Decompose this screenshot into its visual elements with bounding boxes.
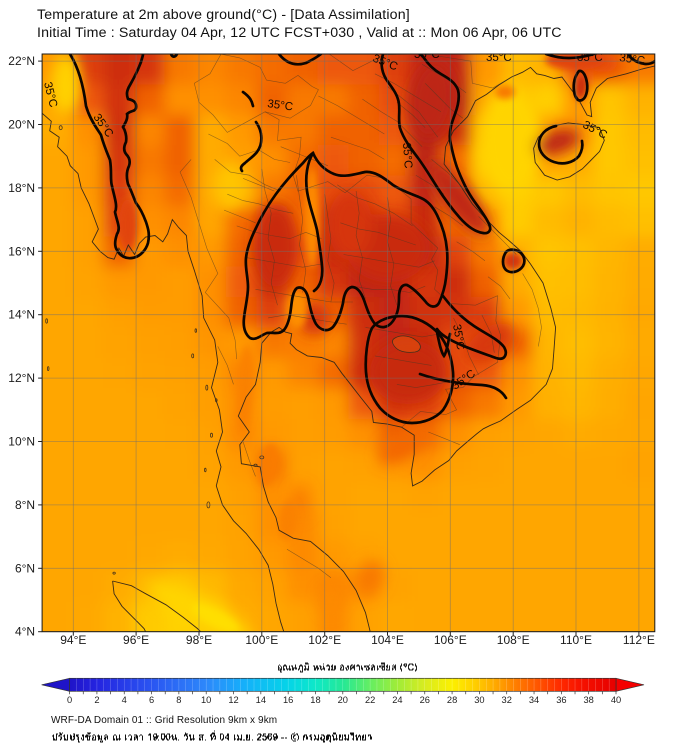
svg-text:4°N: 4°N <box>15 625 35 639</box>
svg-text:100°E: 100°E <box>245 633 278 647</box>
svg-text:16°N: 16°N <box>8 244 35 258</box>
svg-text:18: 18 <box>310 695 320 705</box>
svg-text:10°N: 10°N <box>8 435 35 449</box>
svg-text:35°C: 35°C <box>577 52 603 64</box>
svg-text:14°N: 14°N <box>8 308 35 322</box>
svg-text:6: 6 <box>149 695 154 705</box>
svg-text:98°E: 98°E <box>186 633 212 647</box>
svg-text:96°E: 96°E <box>123 633 149 647</box>
svg-text:8: 8 <box>176 695 181 705</box>
svg-text:40: 40 <box>611 695 621 705</box>
svg-text:104°E: 104°E <box>371 633 404 647</box>
svg-text:35°C: 35°C <box>486 52 512 64</box>
svg-text:35°C: 35°C <box>400 142 414 168</box>
svg-text:8°N: 8°N <box>15 498 35 512</box>
svg-text:24: 24 <box>392 695 402 705</box>
svg-text:34: 34 <box>529 695 539 705</box>
svg-text:35°C: 35°C <box>41 81 59 109</box>
svg-text:26: 26 <box>420 695 430 705</box>
svg-text:0: 0 <box>67 695 72 705</box>
svg-text:14: 14 <box>256 695 266 705</box>
svg-text:106°E: 106°E <box>434 633 467 647</box>
svg-text:12°N: 12°N <box>8 371 35 385</box>
svg-text:22: 22 <box>365 695 375 705</box>
svg-text:35°C: 35°C <box>414 49 440 61</box>
svg-text:2: 2 <box>94 695 99 705</box>
svg-text:4: 4 <box>122 695 127 705</box>
svg-text:36: 36 <box>556 695 566 705</box>
svg-text:18°N: 18°N <box>8 181 35 195</box>
svg-text:32: 32 <box>502 695 512 705</box>
svg-text:94°E: 94°E <box>60 633 86 647</box>
svg-text:110°E: 110°E <box>560 633 592 647</box>
svg-text:35°C: 35°C <box>450 323 466 350</box>
svg-text:108°E: 108°E <box>497 633 530 647</box>
svg-text:10: 10 <box>201 695 211 705</box>
svg-text:112°E: 112°E <box>623 633 655 647</box>
svg-text:16: 16 <box>283 695 293 705</box>
svg-text:35°C: 35°C <box>267 98 294 113</box>
svg-text:30: 30 <box>474 695 484 705</box>
svg-text:102°E: 102°E <box>308 633 341 647</box>
svg-text:6°N: 6°N <box>15 561 35 575</box>
svg-text:12: 12 <box>228 695 238 705</box>
svg-text:22°N: 22°N <box>8 54 35 68</box>
svg-text:28: 28 <box>447 695 457 705</box>
svg-text:38: 38 <box>584 695 594 705</box>
svg-text:20: 20 <box>338 695 348 705</box>
svg-text:20°N: 20°N <box>8 118 35 132</box>
